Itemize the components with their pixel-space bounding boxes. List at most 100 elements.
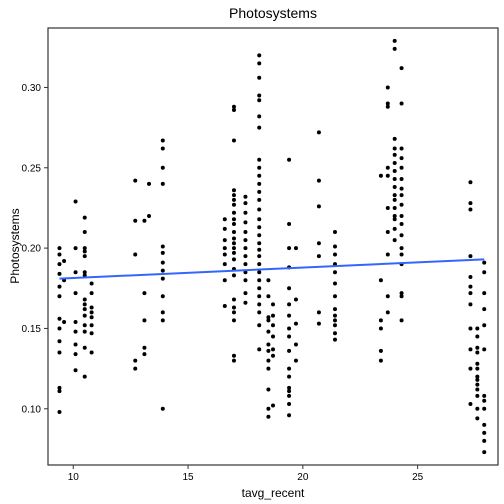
data-point	[257, 241, 262, 246]
data-point	[257, 225, 262, 230]
data-point	[231, 257, 236, 262]
data-point	[271, 353, 275, 358]
data-point	[399, 246, 404, 251]
data-point	[475, 377, 480, 382]
data-point	[392, 38, 397, 43]
data-point	[89, 350, 94, 355]
data-point	[482, 450, 487, 455]
data-point	[385, 85, 390, 90]
data-point	[257, 217, 262, 222]
data-point	[57, 246, 62, 251]
data-point	[73, 199, 78, 204]
data-point	[316, 310, 321, 315]
data-point	[57, 385, 62, 390]
data-point	[316, 241, 321, 246]
data-point	[222, 262, 227, 267]
data-point	[82, 270, 87, 275]
data-point	[257, 165, 262, 170]
data-point	[222, 246, 227, 251]
data-point	[482, 422, 487, 427]
data-point	[243, 300, 248, 305]
data-point	[231, 297, 236, 302]
data-point	[475, 334, 480, 339]
data-point	[222, 226, 227, 231]
data-point	[257, 98, 262, 103]
data-point	[257, 286, 262, 291]
data-point	[257, 157, 262, 162]
data-point	[62, 258, 67, 263]
data-point	[378, 358, 383, 363]
data-point	[231, 236, 236, 241]
data-point	[332, 294, 337, 299]
data-point	[287, 401, 292, 406]
data-point	[231, 230, 236, 235]
y-axis: 0.10 0.15 0.20 0.25 0.30	[22, 83, 48, 415]
data-point	[257, 93, 262, 98]
data-point	[231, 210, 236, 215]
data-point	[392, 160, 397, 165]
data-point	[287, 366, 292, 371]
data-point	[392, 205, 397, 210]
data-point	[257, 247, 262, 252]
data-point	[82, 302, 87, 307]
data-point	[378, 173, 383, 178]
x-tick-label: 10	[68, 472, 80, 483]
data-point	[266, 387, 271, 392]
data-point	[257, 181, 262, 186]
chart-title: Photosystems	[229, 5, 317, 21]
data-point	[392, 226, 397, 231]
data-point	[57, 326, 62, 331]
data-point	[266, 278, 271, 283]
data-point	[399, 213, 404, 218]
data-point	[287, 302, 292, 307]
data-point	[287, 374, 292, 379]
data-point	[160, 244, 165, 249]
data-point	[82, 215, 87, 220]
data-point	[243, 262, 248, 267]
data-point	[392, 217, 397, 222]
data-point	[271, 313, 275, 318]
data-point	[57, 409, 62, 414]
data-point	[222, 278, 227, 283]
data-point	[160, 268, 165, 273]
data-point	[160, 310, 165, 315]
data-point	[257, 173, 262, 178]
data-point	[82, 246, 87, 251]
data-point	[82, 230, 87, 235]
data-point	[231, 273, 236, 278]
data-point	[287, 313, 292, 318]
data-point	[287, 334, 292, 339]
data-point	[73, 320, 78, 325]
data-point	[287, 222, 292, 227]
data-point	[133, 358, 138, 363]
data-point	[160, 276, 165, 281]
data-point	[287, 385, 292, 390]
data-point	[385, 294, 390, 299]
data-point	[82, 313, 87, 318]
data-point	[293, 358, 298, 363]
data-point	[231, 318, 236, 323]
data-point	[89, 305, 94, 310]
data-point	[57, 284, 62, 289]
data-point	[266, 315, 271, 320]
data-point	[482, 307, 487, 312]
data-point	[82, 345, 87, 350]
data-point	[399, 233, 404, 238]
data-point	[222, 252, 227, 257]
data-point	[243, 201, 248, 206]
data-point	[147, 213, 152, 218]
data-point	[475, 416, 480, 421]
data-point	[160, 294, 165, 299]
data-point	[392, 185, 397, 190]
data-point	[316, 178, 321, 183]
data-point	[468, 254, 473, 259]
data-point	[385, 165, 390, 170]
data-point	[293, 321, 298, 326]
x-axis-title: tavg_recent	[242, 486, 305, 500]
data-point	[399, 294, 404, 299]
data-point	[243, 220, 248, 225]
data-point	[231, 353, 236, 358]
data-point	[257, 75, 262, 80]
data-point	[482, 260, 487, 265]
